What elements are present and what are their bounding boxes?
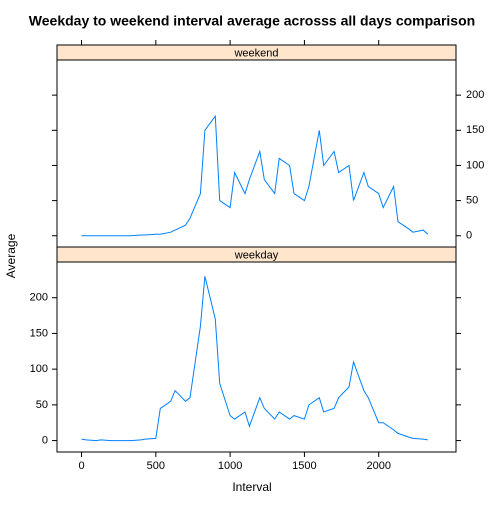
y-tick-label: 100 (466, 159, 484, 171)
y-tick-label: 0 (466, 230, 472, 242)
strip-label: weekend (233, 47, 278, 59)
strip-label: weekday (234, 249, 279, 261)
y-tick-label: 50 (466, 195, 478, 207)
x-axis-label: Interval (232, 480, 271, 494)
y-tick-label: 200 (30, 292, 48, 304)
x-tick-label: 2000 (366, 460, 390, 472)
y-axis-label: Average (4, 233, 18, 278)
panel (56, 261, 457, 453)
y-tick-label: 0 (42, 434, 48, 446)
y-tick-label: 200 (466, 89, 484, 101)
x-tick-label: 0 (78, 460, 84, 472)
y-tick-label: 50 (36, 399, 48, 411)
y-tick-label: 100 (30, 363, 48, 375)
y-tick-label: 150 (30, 327, 48, 339)
x-tick-label: 500 (147, 460, 165, 472)
data-line (81, 276, 428, 442)
x-tick-label: 1000 (218, 460, 242, 472)
data-line (81, 114, 429, 237)
panel (56, 59, 457, 248)
x-tick-label: 1500 (292, 460, 316, 472)
y-tick-label: 150 (466, 124, 484, 136)
chart-title: Weekday to weekend interval average acro… (29, 13, 475, 29)
